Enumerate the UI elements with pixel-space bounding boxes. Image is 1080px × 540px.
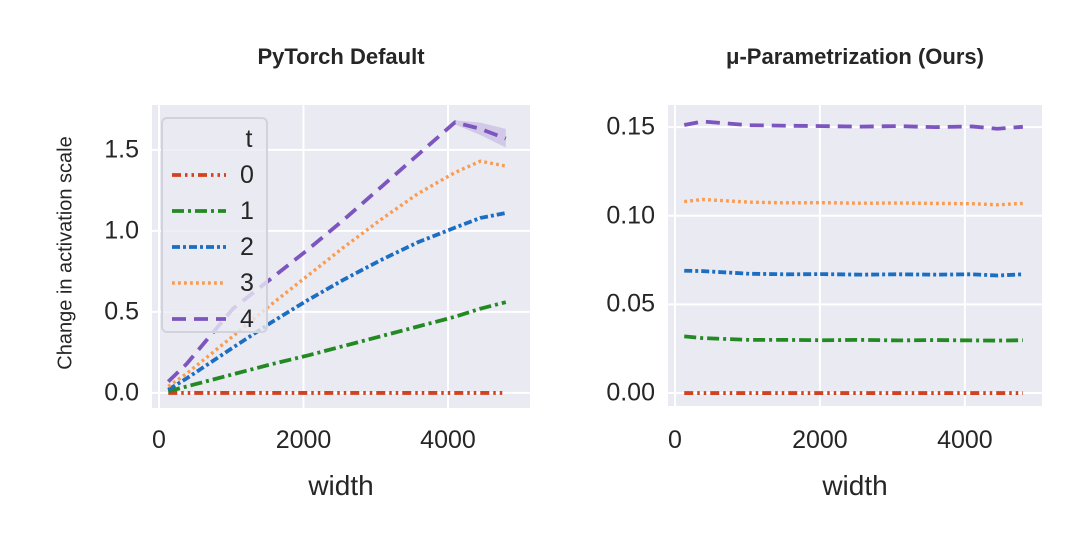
series-line-t2 bbox=[684, 268, 1023, 278]
left-chart-y-tick-label: 0.5 bbox=[104, 297, 139, 326]
legend-entry-t2: 2 bbox=[172, 229, 258, 265]
right-chart-y-tick-label: 0.15 bbox=[606, 112, 655, 141]
left-chart-y-tick-label: 1.5 bbox=[104, 135, 139, 164]
legend-title-row: t bbox=[172, 121, 258, 157]
legend-entry-t4: 4 bbox=[172, 301, 258, 337]
legend-entry-t3: 3 bbox=[172, 265, 258, 301]
legend: t 0 1 2 3 4 bbox=[161, 117, 268, 333]
series-line-t3 bbox=[684, 197, 1023, 207]
series-line-t3 bbox=[167, 159, 507, 388]
right-chart-y-tick-label: 0.05 bbox=[606, 289, 655, 318]
legend-entry-label: 1 bbox=[240, 196, 254, 225]
right-chart-x-tick-label: 2000 bbox=[792, 426, 848, 454]
legend-entry-label: 4 bbox=[240, 304, 254, 333]
right-chart-y-tick-label: 0.10 bbox=[606, 201, 655, 230]
left-chart-y-tick-label: 1.0 bbox=[104, 216, 139, 245]
right-chart-y-tick-label: 0.00 bbox=[606, 378, 655, 407]
legend-entry-t1: 1 bbox=[172, 193, 258, 229]
left-chart-x-tick-label: 2000 bbox=[275, 426, 332, 454]
right-chart-x-axis-label: width bbox=[822, 470, 888, 501]
legend-line-sample-t1 bbox=[172, 209, 226, 213]
plot-background bbox=[668, 105, 1042, 406]
series-line-t1 bbox=[684, 334, 1023, 343]
left-chart-y-tick-label: 0.0 bbox=[104, 378, 139, 407]
left-chart-x-axis-label: width bbox=[308, 470, 374, 501]
legend-entry-label: 0 bbox=[240, 160, 254, 189]
legend-entry-label: 2 bbox=[240, 232, 254, 261]
right-chart-x-tick-label: 0 bbox=[668, 426, 682, 454]
left-chart-title: PyTorch Default bbox=[257, 44, 425, 69]
left-chart-y-axis-label: Change in activation scale bbox=[54, 136, 77, 370]
series-line-t1 bbox=[167, 300, 507, 394]
left-chart-x-tick-label: 0 bbox=[152, 426, 166, 454]
left-chart-x-tick-label: 4000 bbox=[420, 426, 476, 454]
right-chart-x-tick-label: 4000 bbox=[937, 426, 993, 454]
legend-entry-label: 3 bbox=[240, 268, 254, 297]
legend-title: t bbox=[245, 124, 253, 153]
series-line-t4 bbox=[683, 119, 1024, 131]
right-chart-title: μ-Parametrization (Ours) bbox=[726, 44, 984, 69]
legend-line-sample-t4 bbox=[172, 317, 226, 321]
legend-line-sample-t3 bbox=[172, 281, 226, 285]
right-chart-plot-area bbox=[668, 105, 1042, 406]
legend-entry-t0: 0 bbox=[172, 157, 258, 193]
series-line-t2 bbox=[167, 211, 507, 392]
legend-line-sample-t0 bbox=[172, 173, 226, 177]
legend-line-sample-t2 bbox=[172, 245, 226, 249]
